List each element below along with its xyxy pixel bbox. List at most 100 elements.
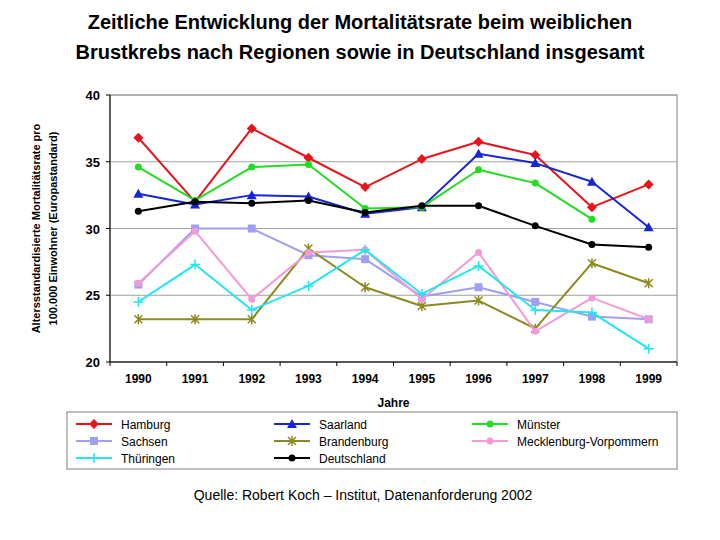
marker — [133, 297, 143, 307]
legend-label: Mecklenburg-Vorpommern — [517, 435, 658, 449]
legend-label: Hamburg — [121, 418, 170, 432]
legend-label: Brandenburg — [319, 435, 388, 449]
marker — [305, 249, 312, 256]
y-tick-label: 40 — [86, 88, 100, 103]
marker — [360, 245, 370, 255]
legend-label: Deutschland — [319, 452, 386, 466]
x-tick — [110, 362, 111, 366]
marker — [191, 314, 199, 324]
marker — [247, 305, 257, 315]
marker — [474, 137, 484, 147]
x-tick-label: 1996 — [465, 372, 492, 386]
y-tick-label: 20 — [86, 355, 100, 370]
marker — [248, 314, 256, 324]
legend-marker — [487, 421, 494, 428]
y-tick — [106, 95, 110, 96]
marker — [247, 190, 257, 199]
series-line — [138, 164, 592, 219]
x-tick-label: 1998 — [579, 372, 606, 386]
marker — [645, 316, 652, 323]
y-axis-label: Altersstandardisierte Mortalitätsrate pr… — [30, 123, 42, 333]
marker — [361, 282, 369, 292]
plot-frame — [110, 95, 677, 362]
marker — [417, 154, 427, 164]
marker — [645, 315, 653, 323]
x-tick-label: 1993 — [295, 372, 322, 386]
marker — [305, 161, 312, 168]
marker — [135, 208, 142, 215]
x-tick — [450, 362, 451, 366]
marker — [134, 314, 142, 324]
marker — [135, 164, 142, 171]
x-tick-label: 1992 — [238, 372, 265, 386]
x-tick — [506, 362, 507, 366]
series-line — [138, 200, 648, 247]
legend-label: Münster — [517, 418, 560, 432]
marker — [475, 283, 483, 291]
x-tick — [280, 362, 281, 366]
legend-label: Sachsen — [121, 435, 168, 449]
legend-marker — [287, 419, 297, 428]
legend-marker — [90, 437, 98, 445]
marker — [362, 209, 369, 216]
marker — [303, 281, 313, 291]
marker — [588, 216, 595, 223]
marker — [475, 166, 482, 173]
source-note: Quelle: Robert Koch – Institut, Datenanf… — [194, 487, 533, 503]
marker — [588, 258, 596, 268]
legend-marker — [89, 419, 99, 429]
marker — [475, 202, 482, 209]
marker — [531, 298, 539, 306]
y-axis — [110, 95, 111, 362]
marker — [475, 249, 482, 256]
x-tick-label: 1995 — [408, 372, 435, 386]
marker — [418, 202, 425, 209]
marker — [532, 180, 539, 187]
x-tick-label: 1990 — [125, 372, 152, 386]
marker — [645, 278, 653, 288]
marker — [587, 202, 597, 212]
legend-label: Saarland — [319, 418, 367, 432]
x-tick — [677, 362, 678, 366]
marker — [360, 182, 370, 192]
series-line — [138, 128, 648, 207]
marker — [360, 209, 370, 218]
marker — [532, 328, 539, 335]
y-tick — [106, 295, 110, 296]
marker — [190, 260, 200, 270]
y-tick-label: 30 — [86, 222, 100, 237]
marker — [248, 164, 255, 171]
legend-marker — [288, 436, 296, 446]
grid-line — [110, 95, 677, 96]
x-tick — [393, 362, 394, 366]
x-axis-label: Jahre — [377, 396, 409, 410]
marker — [588, 241, 595, 248]
legend-marker — [289, 455, 296, 462]
marker — [134, 281, 142, 289]
marker — [247, 123, 257, 133]
x-tick-label: 1997 — [522, 372, 549, 386]
series-line — [138, 250, 648, 349]
marker — [530, 305, 540, 315]
marker — [192, 198, 199, 205]
legend-marker — [89, 453, 99, 463]
marker — [587, 177, 597, 186]
grid-line — [110, 161, 677, 162]
x-tick — [223, 362, 224, 366]
marker — [135, 280, 142, 287]
title: Brustkrebs nach Regionen sowie in Deutsc… — [75, 41, 644, 63]
marker — [645, 244, 652, 251]
legend-label: Thüringen — [121, 452, 175, 466]
title: Zeitliche Entwicklung der Mortalitätsrat… — [88, 11, 633, 33]
series-line — [138, 154, 648, 227]
marker — [248, 296, 255, 303]
marker — [361, 255, 369, 263]
marker — [644, 179, 654, 189]
y-axis-label: 100.000 Einwohner (Europastandard) — [47, 131, 59, 325]
y-tick-label: 35 — [86, 155, 100, 170]
legend-box — [67, 412, 677, 469]
marker — [644, 222, 654, 231]
marker — [248, 225, 256, 233]
marker — [133, 189, 143, 198]
marker — [530, 158, 540, 167]
